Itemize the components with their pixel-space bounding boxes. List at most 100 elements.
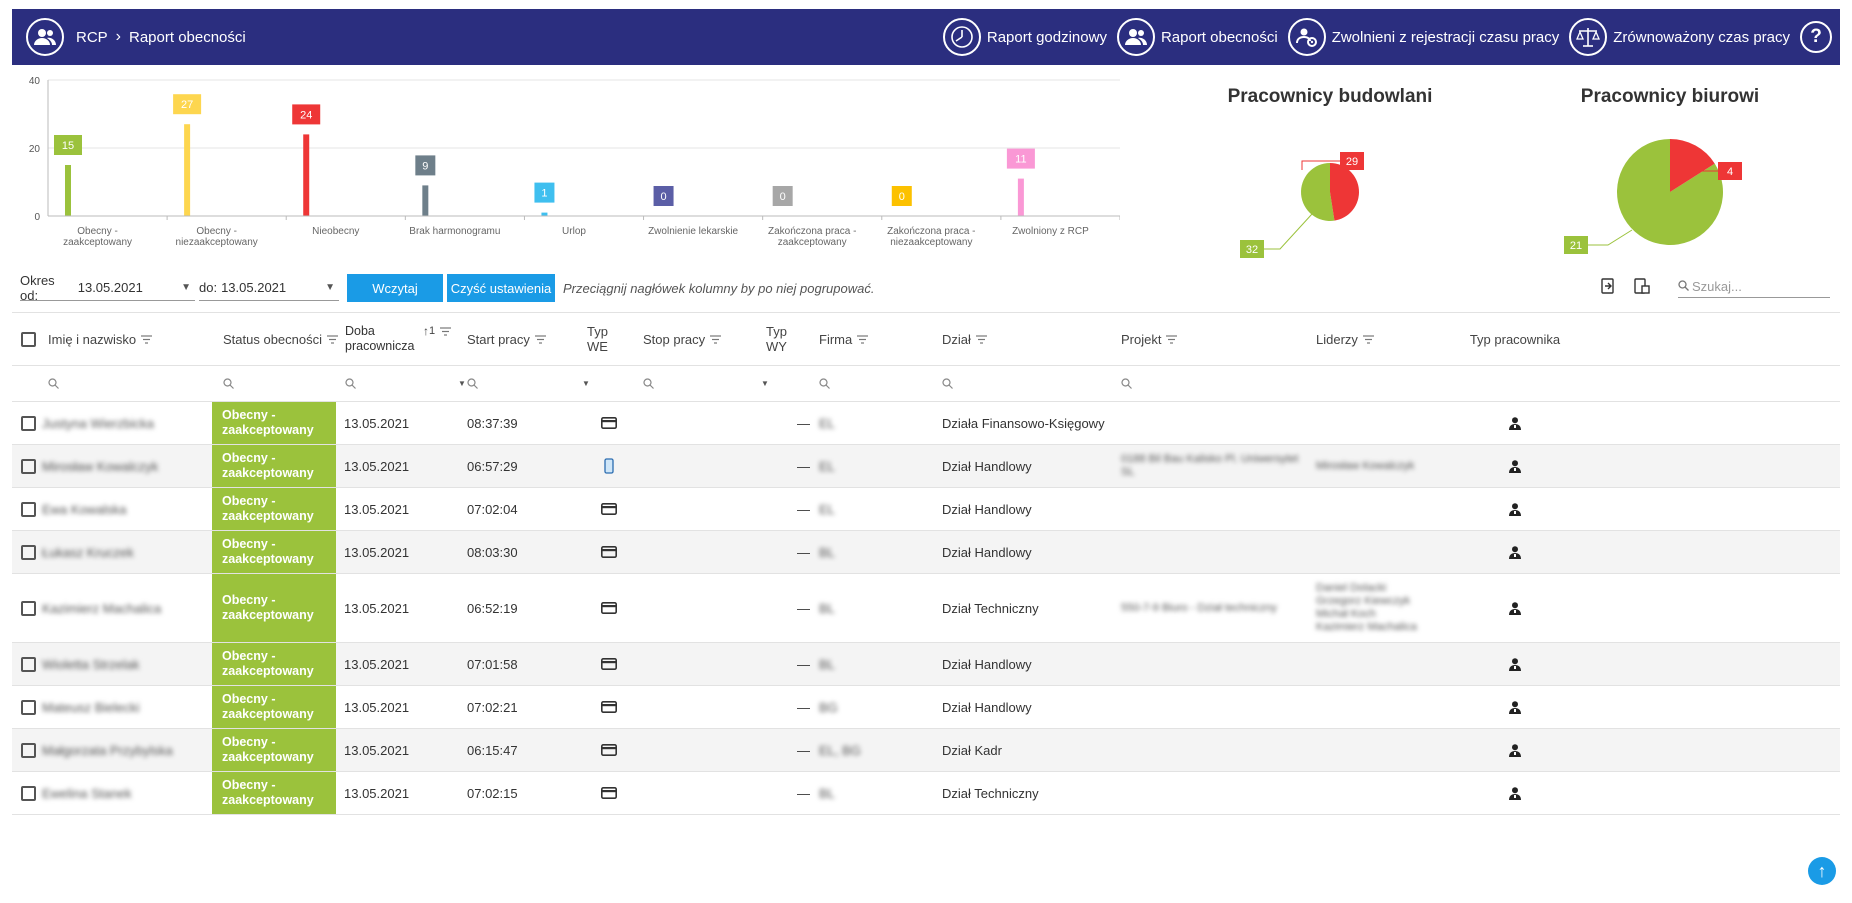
sort-asc-icon[interactable]: ↑ [423, 324, 429, 338]
column-header-type-in[interactable]: Typ WE [587, 313, 631, 365]
column-header-label: Typ WE [587, 324, 608, 354]
row-checkbox-cell[interactable] [21, 772, 36, 814]
bar[interactable] [303, 134, 310, 216]
nav-zrownowazony[interactable]: Zrównoważony czas pracy [1569, 18, 1790, 56]
type-out: — [797, 785, 810, 801]
filter-icon[interactable] [975, 332, 988, 347]
checkbox[interactable] [21, 699, 36, 715]
checkbox[interactable] [21, 785, 36, 801]
checkbox[interactable] [21, 742, 36, 758]
search-icon[interactable] [48, 366, 59, 401]
chevron-down-icon[interactable]: ▼ [458, 379, 466, 388]
table-row[interactable]: Wioletta Strzelak Obecny - zaakceptowany 1… [12, 643, 1840, 686]
row-checkbox-cell[interactable] [21, 488, 36, 530]
filter-icon[interactable] [1362, 332, 1375, 347]
row-checkbox-cell[interactable] [21, 402, 36, 444]
column-header-name[interactable]: Imię i nazwisko [48, 313, 153, 365]
filter-icon[interactable] [327, 332, 339, 347]
table-row[interactable]: Ewelina Stanek Obecny - zaakceptowany 13.0… [12, 772, 1840, 815]
chevron-down-icon[interactable]: ▼ [181, 282, 191, 293]
date-from-field[interactable]: Okres od: 13.05.2021 ▼ [20, 273, 195, 303]
filter-icon[interactable] [1166, 332, 1178, 347]
date-to-field[interactable]: do: 13.05.2021 ▼ [199, 275, 339, 301]
filter-icon[interactable] [141, 332, 153, 347]
column-header-start[interactable]: Start pracy [467, 313, 547, 365]
status-badge: Obecny - zaakceptowany [212, 445, 336, 487]
search-icon[interactable] [942, 366, 953, 401]
search-icon[interactable] [643, 366, 654, 401]
search-icon[interactable] [467, 366, 478, 401]
table-row[interactable]: Kazimierz Machalica Obecny - zaakceptowan… [12, 574, 1840, 643]
checkbox[interactable] [21, 600, 36, 616]
nav-raport-obecnosci[interactable]: Raport obecności [1116, 18, 1278, 56]
checkbox[interactable] [21, 544, 36, 560]
checkbox[interactable] [21, 458, 36, 474]
person-icon [1460, 531, 1570, 573]
bar[interactable] [65, 165, 71, 216]
column-header-type-out[interactable]: Typ WY [766, 313, 810, 365]
search-icon[interactable] [819, 366, 830, 401]
department: Dział Techniczny [942, 600, 1039, 616]
filter-icon[interactable] [857, 332, 869, 347]
bar[interactable] [541, 212, 548, 216]
scroll-to-top-button[interactable]: ↑ [1808, 857, 1836, 885]
filter-icon[interactable] [710, 332, 722, 347]
table-row[interactable]: Małgorzata Przybylska Obecny - zaakceptow… [12, 729, 1840, 772]
people-icon [1116, 18, 1155, 56]
employee-name: Wioletta Strzelak [42, 656, 140, 672]
chevron-down-icon[interactable]: ▼ [325, 282, 335, 293]
help-icon[interactable]: ? [1800, 21, 1832, 53]
load-button[interactable]: Wczytaj [347, 274, 443, 302]
column-header-emp-type[interactable]: Typ pracownika [1460, 313, 1570, 365]
column-header-status[interactable]: Status obecności [223, 313, 339, 365]
checkbox[interactable] [21, 415, 36, 431]
row-checkbox-cell[interactable] [21, 445, 36, 487]
column-header-leaders[interactable]: Liderzy [1316, 313, 1375, 365]
bar[interactable] [1017, 178, 1024, 216]
table-row[interactable]: Justyna Wierzbicka Obecny - zaakceptowany… [12, 402, 1840, 445]
search-icon[interactable] [1121, 366, 1132, 401]
search-icon[interactable] [223, 366, 234, 401]
column-header-stop[interactable]: Stop pracy [643, 313, 722, 365]
row-checkbox-cell[interactable] [21, 531, 36, 573]
table-row[interactable]: Mateusz Bielecki Obecny - zaakceptowany 13… [12, 686, 1840, 729]
header-select-all[interactable] [21, 313, 36, 365]
row-checkbox-cell[interactable] [21, 729, 36, 771]
export-icon[interactable] [1600, 278, 1616, 297]
row-checkbox-cell[interactable] [21, 643, 36, 685]
checkbox[interactable] [21, 501, 36, 517]
pie-slice[interactable] [1670, 139, 1715, 192]
filter-icon[interactable] [440, 324, 452, 339]
column-header-project[interactable]: Projekt [1121, 313, 1178, 365]
chevron-down-icon[interactable]: ▼ [582, 379, 590, 388]
date-to-value[interactable]: 13.05.2021 [221, 280, 287, 295]
pie-slice[interactable] [1301, 163, 1335, 221]
column-header-day[interactable]: Doba pracownicza ↑ 1 [345, 313, 452, 365]
chevron-down-icon[interactable]: ▼ [761, 379, 769, 388]
nav-zwolnieni[interactable]: Zwolnieni z rejestracji czasu pracy [1287, 18, 1559, 56]
project: 0188 Bil Bau Kalisko Pl. Uniwersytet SL [1121, 453, 1299, 478]
search-input[interactable]: Szukaj... [1678, 276, 1830, 298]
breadcrumb-home[interactable]: RCP [76, 28, 108, 46]
people-icon[interactable] [26, 18, 64, 56]
checkbox[interactable] [21, 331, 36, 347]
table-row[interactable]: Łukasz Kruczek Obecny - zaakceptowany 13.0… [12, 531, 1840, 574]
filter-icon[interactable] [534, 332, 547, 347]
table-row[interactable]: Mirosław Kowalczyk Obecny - zaakceptowany… [12, 445, 1840, 488]
column-header-dept[interactable]: Dział [942, 313, 988, 365]
clear-settings-button[interactable]: Czyść ustawienia [447, 274, 555, 302]
pie-slice[interactable] [1330, 163, 1359, 221]
checkbox[interactable] [21, 656, 36, 672]
row-checkbox-cell[interactable] [21, 574, 36, 642]
date-from-value[interactable]: 13.05.2021 [77, 280, 143, 295]
table-row[interactable]: Ewa Kowalska Obecny - zaakceptowany 13.05.… [12, 488, 1840, 531]
row-checkbox-cell[interactable] [21, 686, 36, 728]
bar[interactable] [422, 185, 429, 216]
nav-raport-godzinowy[interactable]: Raport godzinowy [942, 18, 1107, 56]
bar-value-label-bg [415, 155, 436, 176]
column-chooser-icon[interactable] [1634, 278, 1650, 297]
column-header-company[interactable]: Firma [819, 313, 869, 365]
work-day: 13.05.2021 [344, 785, 410, 801]
search-icon[interactable] [345, 366, 356, 401]
bar[interactable] [184, 124, 191, 216]
